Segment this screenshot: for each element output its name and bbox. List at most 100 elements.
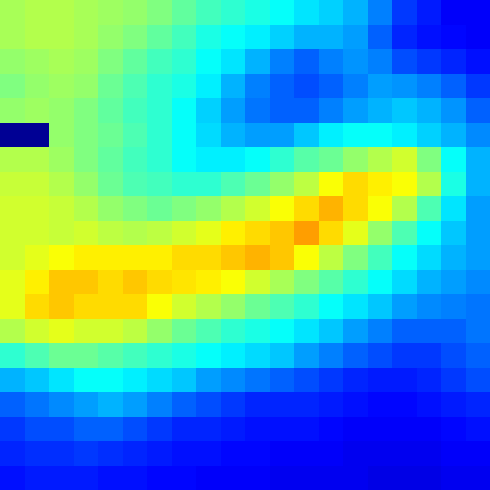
heatmap-cell [270, 0, 295, 25]
heatmap-cell [147, 123, 172, 148]
heatmap-cell [0, 123, 25, 148]
heatmap-cell [196, 74, 221, 99]
heatmap-cell [221, 123, 246, 148]
heatmap-cell [270, 172, 295, 197]
heatmap-cell [270, 123, 295, 148]
heatmap-cell [368, 74, 393, 99]
heatmap-cell [245, 49, 270, 74]
heatmap-cell [123, 0, 148, 25]
heatmap-cell [417, 25, 442, 50]
heatmap-cell [147, 196, 172, 221]
heatmap-cell [123, 221, 148, 246]
heatmap-cell [221, 25, 246, 50]
heatmap-cell [172, 98, 197, 123]
heatmap-cell [441, 172, 466, 197]
heatmap-cell [25, 343, 50, 368]
heatmap-cell [0, 392, 25, 417]
heatmap-cell [0, 98, 25, 123]
heatmap-cell [368, 270, 393, 295]
heatmap-cell [123, 343, 148, 368]
heatmap-cell [417, 123, 442, 148]
heatmap-cell [74, 368, 99, 393]
heatmap-cell [343, 0, 368, 25]
heatmap-cell [147, 0, 172, 25]
heatmap-cell [368, 0, 393, 25]
heatmap-cell [294, 441, 319, 466]
heatmap-cell [417, 319, 442, 344]
heatmap-cell [294, 368, 319, 393]
heatmap-cell [466, 25, 490, 50]
heatmap-cell [368, 294, 393, 319]
heatmap-cell [343, 294, 368, 319]
heatmap-cell [392, 123, 417, 148]
heatmap-cell [74, 466, 99, 490]
heatmap-cell [245, 221, 270, 246]
heatmap-cell [466, 196, 490, 221]
heatmap-cell [245, 0, 270, 25]
heatmap-cell [417, 368, 442, 393]
heatmap-cell [0, 196, 25, 221]
heatmap-cell [441, 98, 466, 123]
heatmap-cell [25, 0, 50, 25]
heatmap-cell [25, 172, 50, 197]
heatmap-cell [123, 294, 148, 319]
heatmap-cell [123, 98, 148, 123]
heatmap-cell [74, 221, 99, 246]
heatmap-cell [466, 270, 490, 295]
heatmap-cell [25, 123, 50, 148]
heatmap-cell [25, 392, 50, 417]
heatmap-cell [98, 343, 123, 368]
heatmap-cell [74, 74, 99, 99]
heatmap-cell [49, 368, 74, 393]
heatmap-cell [294, 0, 319, 25]
heatmap-cell [172, 25, 197, 50]
heatmap-cell [466, 49, 490, 74]
heatmap-cell [49, 147, 74, 172]
heatmap-cell [343, 221, 368, 246]
heatmap-cell [319, 392, 344, 417]
heatmap-cell [368, 245, 393, 270]
heatmap-cell [25, 196, 50, 221]
heatmap-cell [294, 245, 319, 270]
heatmap-cell [270, 25, 295, 50]
heatmap-cell [392, 221, 417, 246]
heatmap-cell [98, 98, 123, 123]
heatmap-cell [147, 25, 172, 50]
heatmap-cell [343, 466, 368, 490]
heatmap-cell [196, 392, 221, 417]
heatmap-cell [441, 147, 466, 172]
heatmap-cell [466, 147, 490, 172]
heatmap-cell [441, 49, 466, 74]
heatmap-cell [196, 0, 221, 25]
heatmap-cell [196, 368, 221, 393]
heatmap-cell [245, 172, 270, 197]
heatmap-cell [25, 319, 50, 344]
heatmap-cell [147, 49, 172, 74]
heatmap-cell [147, 172, 172, 197]
heatmap-cell [392, 147, 417, 172]
heatmap-cell [221, 441, 246, 466]
heatmap-cell [417, 294, 442, 319]
heatmap-cell [343, 270, 368, 295]
heatmap-cell [319, 417, 344, 442]
heatmap-cell [74, 196, 99, 221]
heatmap-cell [417, 466, 442, 490]
heatmap-cell [319, 25, 344, 50]
heatmap-cell [270, 221, 295, 246]
heatmap-cell [245, 368, 270, 393]
heatmap-cell [123, 417, 148, 442]
heatmap-cell [98, 441, 123, 466]
heatmap-cell [417, 49, 442, 74]
heatmap-cell [441, 466, 466, 490]
heatmap-cell [123, 74, 148, 99]
heatmap-cell [368, 196, 393, 221]
heatmap-cell [74, 98, 99, 123]
heatmap-cell [221, 196, 246, 221]
heatmap-cell [98, 25, 123, 50]
heatmap-cell [270, 74, 295, 99]
heatmap-cell [466, 172, 490, 197]
heatmap-cell [172, 270, 197, 295]
heatmap-cell [0, 294, 25, 319]
heatmap-cell [319, 319, 344, 344]
heatmap-cell [392, 466, 417, 490]
